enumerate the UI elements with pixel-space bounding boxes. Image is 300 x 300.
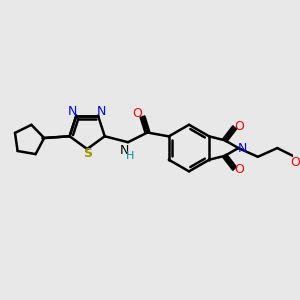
Text: N: N xyxy=(97,105,106,118)
Text: H: H xyxy=(126,151,134,161)
Text: N: N xyxy=(68,105,77,118)
Text: S: S xyxy=(83,147,92,161)
Text: O: O xyxy=(234,163,244,176)
Text: O: O xyxy=(290,156,300,169)
Text: N: N xyxy=(119,143,129,157)
Text: O: O xyxy=(234,120,244,133)
Text: O: O xyxy=(132,106,142,120)
Text: N: N xyxy=(238,142,247,154)
